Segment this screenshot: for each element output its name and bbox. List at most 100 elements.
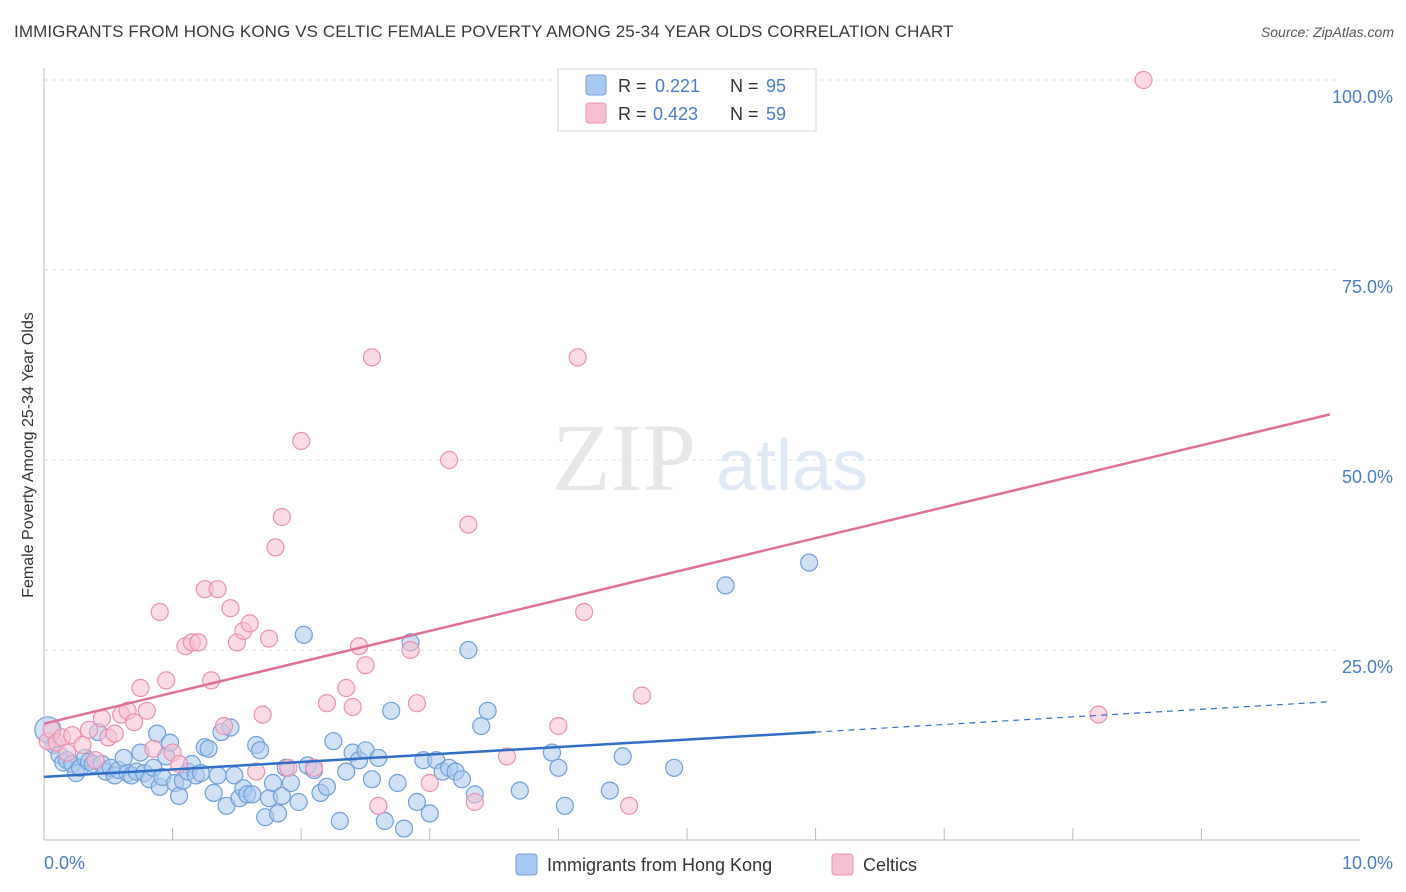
bottom-legend-label-celtics: Celtics — [863, 855, 917, 875]
hong-kong-point — [407, 792, 427, 812]
hong-kong-point — [281, 773, 301, 793]
hong-kong-point — [394, 819, 414, 838]
y-tick-label: 50.0% — [1342, 467, 1393, 487]
hong-kong-point — [452, 770, 472, 789]
y-tick-label: 100.0% — [1332, 87, 1393, 107]
y-tick-label: 25.0% — [1342, 657, 1393, 677]
hong-kong-trend-line — [43, 730, 816, 779]
celtics-point — [150, 602, 169, 622]
legend-r-value-1: 0.221 — [655, 76, 700, 96]
hong-kong-point — [268, 804, 288, 823]
celtics-point — [401, 640, 420, 660]
celtics-point — [362, 348, 382, 367]
celtics-point — [620, 796, 639, 815]
hong-kong-point — [250, 741, 270, 760]
celtics-point — [144, 739, 163, 758]
hong-kong-point — [337, 762, 356, 781]
celtics-point — [247, 762, 266, 781]
celtics-trend-line — [43, 413, 1331, 725]
hong-kong-point — [272, 786, 292, 806]
celtics-point — [337, 678, 356, 698]
series-celtics-points — [38, 70, 1153, 815]
celtics-point — [79, 720, 99, 739]
bottom-legend: Immigrants from Hong Kong Celtics — [515, 853, 917, 876]
celtics-point — [221, 599, 240, 618]
celtics-point — [317, 694, 337, 713]
celtics-point — [407, 694, 427, 713]
celtics-point — [58, 743, 77, 762]
legend-n-label-2: N = — [730, 104, 759, 124]
legend-swatch-blue — [585, 74, 607, 96]
y-tick-label: 75.0% — [1342, 277, 1393, 297]
bottom-legend-swatch-pink — [831, 853, 854, 876]
y-tick-labels: 25.0% 50.0% 75.0% 100.0% — [1332, 87, 1393, 677]
celtics-point — [356, 656, 375, 675]
celtics-point — [292, 431, 311, 451]
y-axis-label: Female Poverty Among 25-34 Year Olds — [20, 312, 37, 598]
hong-kong-point — [263, 773, 283, 793]
celtics-point — [214, 716, 234, 736]
hong-kong-point — [510, 781, 529, 800]
hong-kong-point — [375, 811, 394, 831]
legend-box: R = 0.221 N = 95 R = 0.423 N = 59 — [557, 68, 817, 132]
celtics-point — [497, 747, 517, 766]
hong-kong-point — [382, 701, 401, 720]
series-hong-kong-points — [34, 553, 819, 838]
bottom-legend-swatch-blue — [515, 853, 538, 876]
hong-kong-point — [114, 748, 133, 768]
celtics-point — [568, 348, 587, 367]
hong-kong-point — [472, 716, 491, 736]
hong-kong-point — [716, 576, 735, 595]
hong-kong-point — [600, 781, 619, 800]
hong-kong-point — [549, 758, 568, 777]
hong-kong-point — [199, 739, 218, 758]
x-tick-label: 0.0% — [44, 853, 85, 873]
x-tick-label: 10.0% — [1342, 853, 1393, 873]
celtics-point — [343, 697, 362, 717]
celtics-point — [632, 686, 652, 705]
hong-kong-point — [208, 766, 227, 785]
source-label: Source: ZipAtlas.com — [1260, 24, 1394, 40]
hong-kong-point — [613, 747, 632, 766]
hong-kong-trend-extension — [815, 701, 1331, 733]
hong-kong-point — [665, 758, 684, 777]
celtics-point — [266, 538, 285, 557]
celtics-point — [105, 724, 124, 743]
watermark-zip: ZIP — [552, 404, 696, 511]
hong-kong-point — [478, 701, 497, 720]
legend-r-label-2: R = — [618, 104, 647, 124]
chart-title: IMMIGRANTS FROM HONG KONG VS CELTIC FEMA… — [14, 22, 954, 41]
trend-lines — [43, 413, 1331, 779]
hong-kong-point — [362, 770, 382, 789]
watermark: ZIP atlas — [552, 404, 868, 511]
celtics-point — [189, 633, 208, 652]
watermark-atlas: atlas — [716, 426, 868, 506]
legend-n-value-2: 59 — [766, 104, 786, 124]
celtics-point — [272, 507, 292, 527]
gridlines — [44, 79, 1338, 840]
celtics-point — [369, 796, 388, 815]
hong-kong-point — [294, 625, 313, 644]
celtics-point — [124, 713, 144, 732]
legend-n-label-1: N = — [730, 76, 759, 96]
hong-kong-point — [555, 796, 574, 815]
celtics-point — [259, 629, 279, 648]
celtics-point — [304, 758, 324, 777]
legend-n-value-1: 95 — [766, 76, 786, 96]
bottom-legend-label-hong-kong: Immigrants from Hong Kong — [547, 855, 772, 875]
hong-kong-point — [330, 811, 349, 831]
celtics-point — [459, 515, 478, 534]
celtics-point — [157, 671, 176, 690]
celtics-point — [1134, 70, 1153, 90]
celtics-point — [240, 614, 259, 633]
hong-kong-point — [420, 804, 439, 823]
legend-r-label-1: R = — [618, 76, 647, 96]
celtics-point — [86, 751, 105, 770]
celtics-point — [137, 701, 156, 720]
celtics-point — [420, 773, 439, 793]
legend-r-value-2: 0.423 — [653, 104, 698, 124]
hong-kong-point — [324, 732, 343, 751]
hong-kong-point — [388, 773, 407, 793]
celtics-point — [465, 792, 484, 812]
